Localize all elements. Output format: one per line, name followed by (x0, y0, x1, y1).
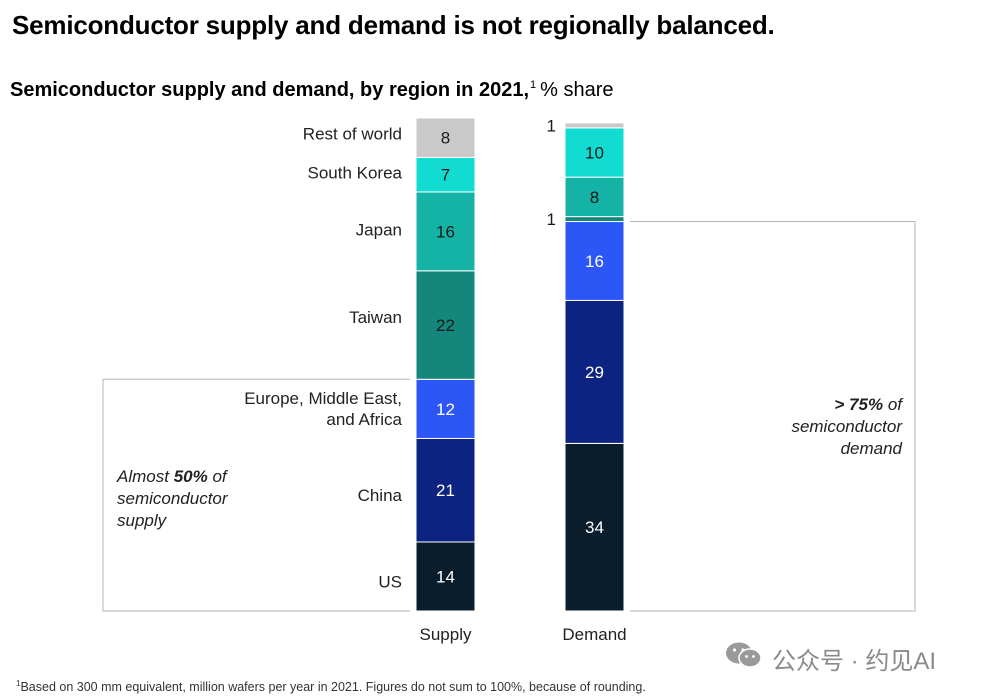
footnote-text: Based on 300 mm equivalent, million wafe… (20, 680, 646, 695)
region-label-emea-line2: and Africa (326, 410, 402, 429)
chart-title: Semiconductor supply and demand, by regi… (10, 79, 529, 101)
bar-segment-demand-japan (564, 176, 625, 218)
value-label-demand-china: 29 (585, 363, 604, 382)
axis-label-supply: Supply (420, 625, 472, 644)
demand-bracket (630, 221, 916, 612)
bar-segment-demand-china (564, 299, 625, 444)
chart-unit: % share (540, 79, 614, 101)
bar-segment-supply-china (415, 437, 476, 543)
region-label-china: China (358, 486, 403, 505)
bar-segment-demand-taiwan (564, 216, 625, 223)
bar-segment-supply-taiwan (415, 270, 476, 380)
value-label-supply-south-korea: 7 (441, 166, 450, 185)
value-label-demand-rest-of-world: 1 (547, 116, 556, 135)
value-label-supply-us: 14 (436, 567, 455, 586)
value-label-demand-taiwan: 1 (547, 210, 556, 229)
bar-segment-supply-japan (415, 191, 476, 272)
value-label-supply-taiwan: 22 (436, 316, 455, 335)
supply-annotation: Almost 50% of semiconductor supply (116, 467, 229, 530)
value-label-supply-china: 21 (436, 481, 455, 500)
value-label-supply-japan: 16 (436, 222, 455, 241)
value-label-supply-europe-middle-east-and-africa: 12 (436, 400, 455, 419)
value-label-demand-japan: 8 (590, 188, 599, 207)
region-label-emea-line1: Europe, Middle East, (244, 389, 402, 408)
region-label-taiwan: Taiwan (349, 308, 402, 327)
wechat-icon (724, 640, 764, 677)
footnote-marker: 1 (530, 79, 537, 91)
bar-segment-supply-rest-of-world (415, 117, 476, 158)
footnote-marker-bottom: 1 (16, 679, 21, 688)
value-label-supply-rest-of-world: 8 (441, 129, 450, 148)
page-headline: Semiconductor supply and demand is not r… (12, 10, 775, 40)
bar-segment-supply-south-korea (415, 156, 476, 193)
region-label-us: US (378, 572, 402, 591)
watermark-text: 公众号 · 约见AI (772, 648, 937, 675)
region-label-rest-of-world: Rest of world (303, 125, 402, 144)
bar-segment-supply-us (415, 541, 476, 612)
bar-segment-demand-europe-middle-east-and-africa (564, 221, 625, 301)
demand-annotation: > 75% of semiconductor demand (791, 395, 904, 458)
footnote: 1Based on 300 mm equivalent, million waf… (16, 679, 646, 694)
axis-label-demand: Demand (562, 625, 626, 644)
supply-bracket (102, 378, 410, 612)
value-label-demand-south-korea: 10 (585, 144, 604, 163)
region-label-japan: Japan (356, 220, 402, 239)
value-label-demand-europe-middle-east-and-africa: 16 (585, 252, 604, 271)
value-label-demand-us: 34 (585, 518, 604, 537)
bar-segment-supply-europe-middle-east-and-africa (415, 378, 476, 439)
watermark: 公众号 · 约见AI (724, 640, 936, 677)
bar-segment-demand-south-korea (564, 127, 625, 178)
region-label-south-korea: South Korea (307, 164, 402, 183)
chart-subtitle: Semiconductor supply and demand, by regi… (10, 79, 614, 102)
bar-segment-demand-rest-of-world (564, 122, 625, 129)
